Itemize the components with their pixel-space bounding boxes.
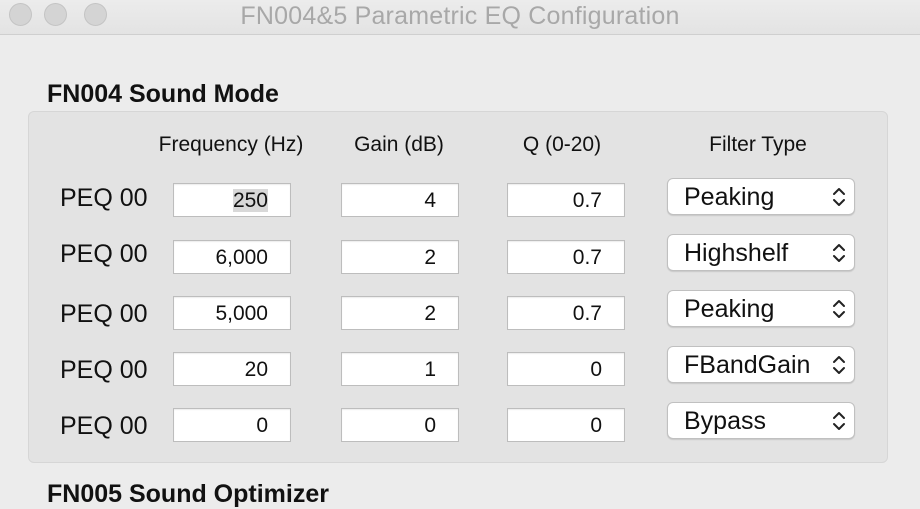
minimize-icon[interactable] [44, 3, 67, 26]
filter-type-select[interactable]: Peaking [667, 290, 855, 327]
column-header-q: Q (0-20) [522, 133, 602, 156]
chevron-up-down-icon [833, 356, 845, 374]
frequency-field[interactable]: 6,000 [173, 240, 291, 274]
chevron-up-down-icon [833, 244, 845, 262]
gain-field[interactable]: 0 [341, 408, 459, 442]
q-field[interactable]: 0.7 [507, 240, 625, 274]
gain-field[interactable]: 1 [341, 352, 459, 386]
q-field[interactable]: 0.7 [507, 296, 625, 330]
filter-type-value: Peaking [684, 295, 775, 323]
filter-type-select[interactable]: Peaking [667, 178, 855, 215]
q-field[interactable]: 0 [507, 408, 625, 442]
frequency-field[interactable]: 20 [173, 352, 291, 386]
column-header-gain: Gain (dB) [354, 133, 444, 156]
zoom-icon[interactable] [84, 3, 107, 26]
frequency-value: 250 [232, 189, 268, 212]
gain-field[interactable]: 4 [341, 183, 459, 217]
frequency-field[interactable]: 5,000 [173, 296, 291, 330]
peq-row-label: PEQ 00 [60, 356, 148, 384]
chevron-up-down-icon [833, 412, 845, 430]
section-title-sound-optimizer: FN005 Sound Optimizer [47, 480, 329, 508]
peq-row-label: PEQ 00 [60, 300, 148, 328]
close-icon[interactable] [9, 3, 32, 26]
window-title: FN004&5 Parametric EQ Configuration [240, 2, 680, 30]
filter-type-select[interactable]: Bypass [667, 402, 855, 439]
column-header-filter-type: Filter Type [709, 133, 807, 156]
filter-type-select[interactable]: FBandGain [667, 346, 855, 383]
chevron-up-down-icon [833, 300, 845, 318]
section-title-sound-mode: FN004 Sound Mode [47, 80, 279, 108]
column-header-frequency: Frequency (Hz) [158, 133, 304, 156]
filter-type-value: Highshelf [684, 239, 789, 267]
filter-type-value: Peaking [684, 183, 775, 211]
frequency-field[interactable]: 0 [173, 408, 291, 442]
filter-type-select[interactable]: Highshelf [667, 234, 855, 271]
frequency-field[interactable]: 250 [173, 183, 291, 217]
q-field[interactable]: 0 [507, 352, 625, 386]
filter-type-value: Bypass [684, 407, 766, 435]
chevron-up-down-icon [833, 188, 845, 206]
peq-row-label: PEQ 00 [60, 240, 148, 268]
gain-field[interactable]: 2 [341, 240, 459, 274]
filter-type-value: FBandGain [684, 351, 811, 379]
q-field[interactable]: 0.7 [507, 183, 625, 217]
peq-row-label: PEQ 00 [60, 412, 148, 440]
title-bar: FN004&5 Parametric EQ Configuration [0, 0, 920, 35]
gain-field[interactable]: 2 [341, 296, 459, 330]
peq-row-label: PEQ 00 [60, 184, 148, 212]
